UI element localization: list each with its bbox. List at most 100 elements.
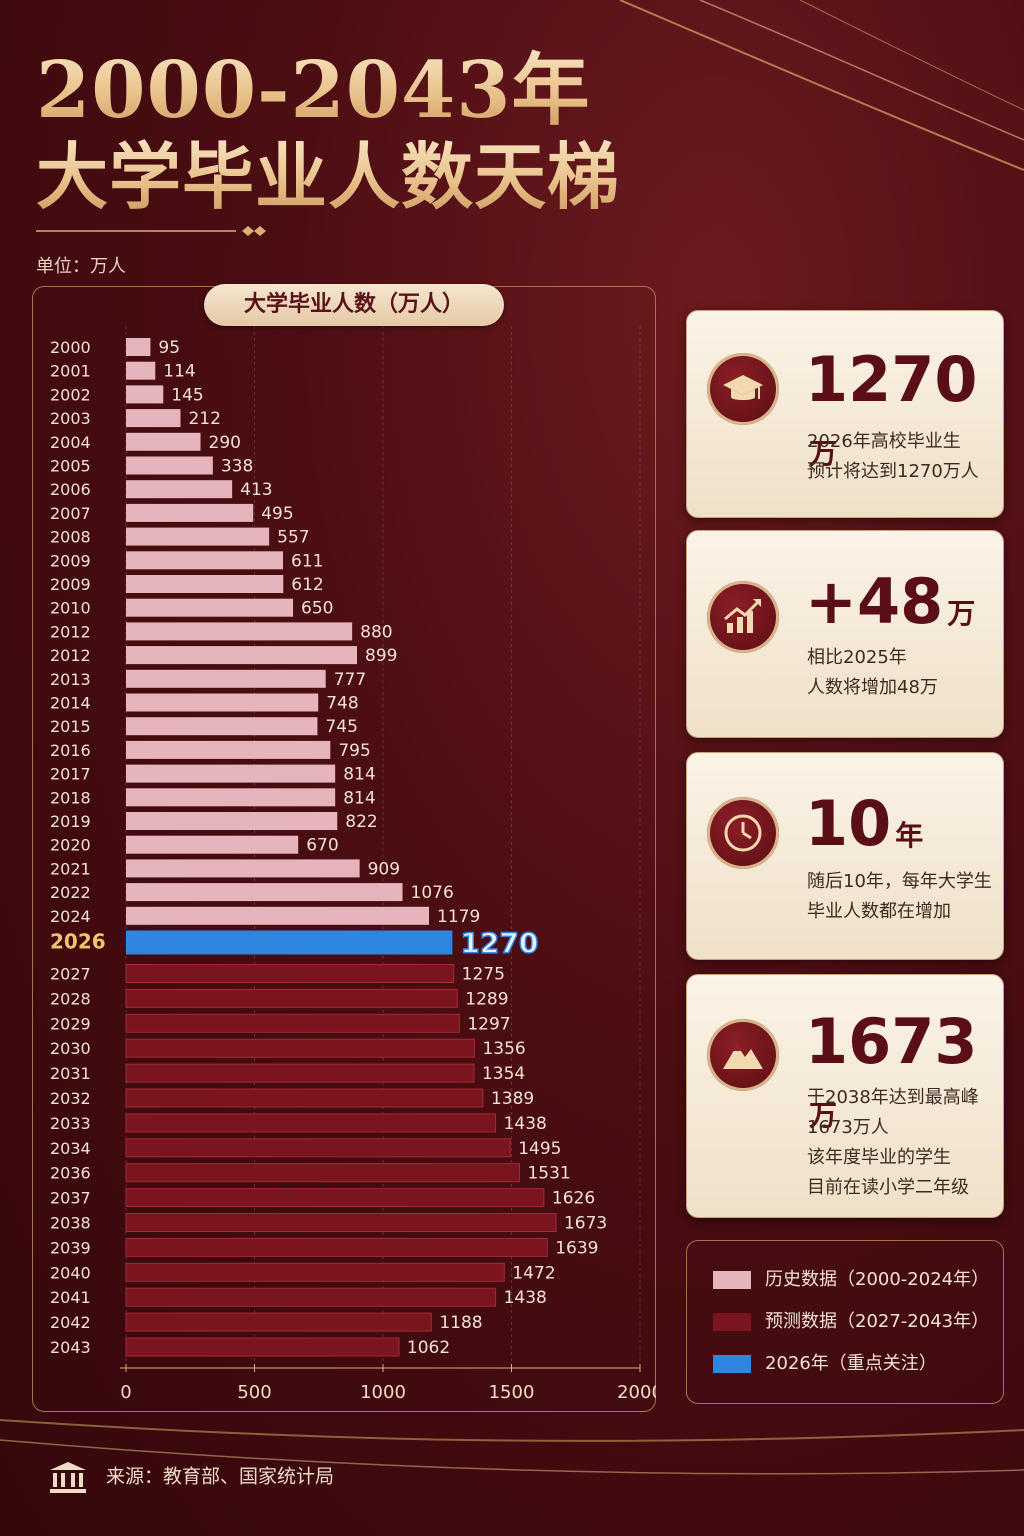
stat-unit: 万 [947, 597, 976, 630]
year-label: 2009 [50, 575, 91, 594]
value-label: 1297 [467, 1014, 510, 1034]
legend-label: 2026年（重点关注） [765, 1353, 937, 1374]
bar [126, 669, 326, 688]
year-label: 2009 [50, 551, 91, 570]
year-label: 2006 [50, 480, 91, 499]
value-label: 612 [291, 575, 323, 595]
year-label: 2001 [50, 362, 91, 381]
bar [125, 1188, 545, 1208]
year-label: 2000 [50, 338, 91, 357]
value-label: 745 [325, 717, 357, 737]
bar [126, 717, 318, 736]
graduation-cap-icon [707, 353, 779, 425]
x-tick-label: 500 [237, 1382, 271, 1403]
bar [126, 693, 319, 712]
year-label: 2002 [50, 385, 91, 404]
year-label: 2032 [50, 1089, 91, 1108]
value-label: 1389 [491, 1089, 534, 1109]
bar [126, 480, 233, 499]
year-label: 2021 [50, 859, 91, 878]
year-label: 2033 [50, 1114, 91, 1133]
year-label: 2043 [50, 1338, 91, 1357]
bar [126, 575, 284, 593]
source-note: 来源：教育部、国家统计局 [48, 1460, 334, 1494]
bar [125, 1237, 548, 1257]
stat-value: 1673 [805, 1005, 978, 1078]
bar [125, 1038, 475, 1058]
value-label: 1495 [518, 1139, 561, 1159]
bar-chart: 0 500 1000 1500 2000 2000 95 2001 114 2002 145 2003… [50, 326, 656, 1403]
bar [126, 835, 299, 854]
bar [126, 930, 453, 955]
year-label: 2018 [50, 788, 91, 807]
bar [126, 551, 284, 570]
year-label: 2026 [50, 930, 106, 954]
bar [126, 906, 430, 925]
value-label: 1275 [462, 965, 505, 985]
year-label: 2042 [50, 1313, 91, 1332]
value-label: 1673 [564, 1214, 607, 1234]
year-label: 2034 [50, 1139, 91, 1158]
value-label: 611 [291, 551, 323, 571]
bar [126, 622, 353, 641]
page-title-line2: 大学毕业人数天梯 [36, 118, 620, 223]
stat-unit: 万 [809, 1099, 838, 1132]
value-label: 814 [343, 788, 375, 808]
legend-label: 预测数据（2027-2043年） [765, 1311, 990, 1332]
page-title-line1: 2000-2043年 [36, 28, 591, 140]
bank-building-icon [50, 1462, 86, 1493]
stat-desc-line: 于2038年达到最高峰 [807, 1087, 979, 1108]
value-label: 899 [365, 646, 397, 666]
bar [125, 988, 458, 1008]
value-label: 1356 [482, 1039, 525, 1059]
year-label: 2030 [50, 1039, 91, 1058]
value-label: 795 [338, 741, 370, 761]
year-label: 2027 [50, 965, 91, 984]
legend-label: 历史数据（2000-2024年） [765, 1269, 990, 1290]
bar [126, 740, 331, 759]
chart-title: 大学毕业人数（万人） [204, 284, 504, 326]
value-label: 338 [221, 457, 253, 477]
bar [125, 1138, 511, 1158]
legend-item-history: 历史数据（2000-2024年） [713, 1267, 989, 1293]
bar [126, 859, 360, 878]
year-label: 2017 [50, 765, 91, 784]
year-label: 2029 [50, 1014, 91, 1033]
x-tick-label: 1500 [489, 1382, 535, 1403]
x-tick-label: 1000 [360, 1382, 406, 1403]
bar [125, 964, 455, 983]
value-label: 1531 [527, 1164, 570, 1184]
year-label: 2039 [50, 1238, 91, 1257]
bar [125, 1262, 505, 1282]
year-label: 2015 [50, 717, 91, 736]
bar [126, 456, 213, 475]
stat-card-graduates-2026: 1270 万 2026年高校毕业生 预计将达到1270万人 [686, 310, 1004, 518]
value-label: 1179 [437, 907, 480, 927]
clock-icon [707, 797, 779, 869]
bar [126, 503, 254, 522]
bar [125, 1163, 520, 1183]
bar [125, 1113, 497, 1133]
mountain-icon [707, 1019, 779, 1091]
stat-desc-line: 预计将达到1270万人 [807, 461, 979, 482]
year-label: 2019 [50, 812, 91, 831]
unit-label: 单位：万人 [36, 256, 126, 277]
stat-desc-line: 人数将增加48万 [807, 677, 938, 698]
bar [125, 1013, 460, 1033]
year-label: 2003 [50, 409, 91, 428]
year-label: 2010 [50, 599, 91, 618]
value-label: 1076 [411, 883, 454, 903]
value-label: 1354 [482, 1064, 525, 1084]
year-label: 2007 [50, 504, 91, 523]
value-label: 145 [171, 385, 203, 405]
x-tick-label: 0 [120, 1382, 131, 1403]
value-label: 650 [301, 599, 333, 619]
value-label: 822 [345, 812, 377, 832]
year-label: 2020 [50, 836, 91, 855]
growth-chart-icon [707, 581, 779, 653]
stat-desc-line: 相比2025年 [807, 647, 907, 668]
value-label: 1472 [512, 1263, 555, 1283]
year-label: 2036 [50, 1164, 91, 1183]
bar [126, 883, 403, 902]
year-label: 2008 [50, 528, 91, 547]
